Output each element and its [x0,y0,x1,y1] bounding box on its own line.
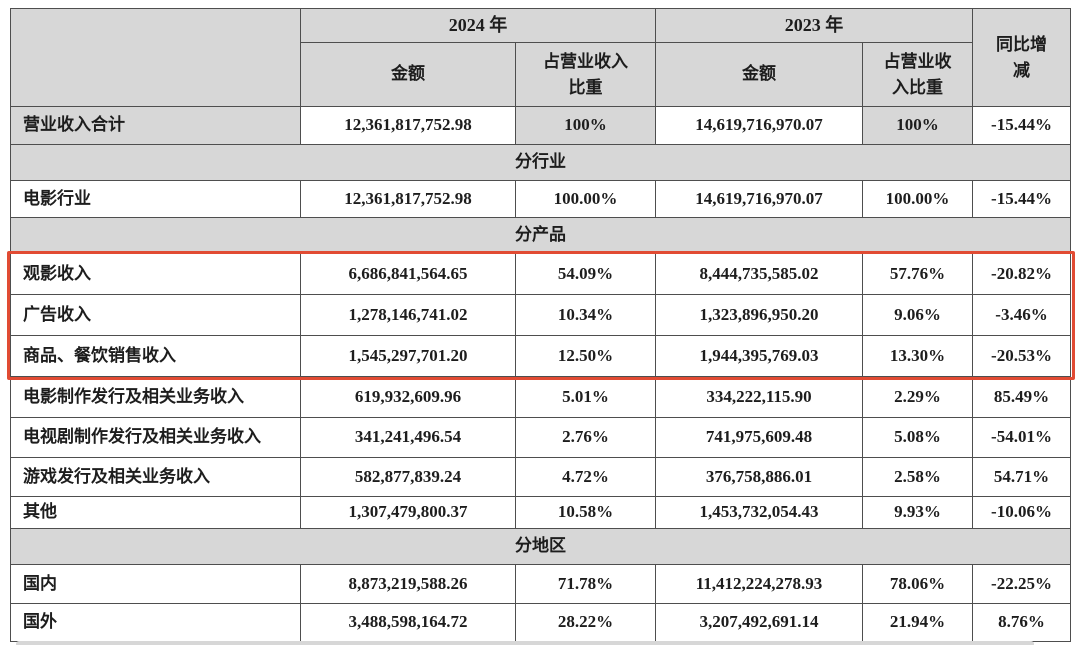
section-row-product: 分产品 [10,217,1071,254]
amount-2023-cell: 334,222,115.90 [655,376,863,418]
amount-2024-cell: 6,686,841,564.65 [300,253,516,295]
yoy-header-label: 同比增减 [995,35,1047,80]
share-2024-cell: 28.22% [515,603,656,642]
share-2023-cell: 21.94% [862,603,973,642]
share-2024-header-label: 占营业收入比重 [542,52,628,97]
share-2023-cell: 100% [862,106,973,145]
revenue-breakdown-table: 2024 年 2023 年 同比增减 金额 占营业收入比重 金额 占营业收入比重… [10,8,1071,642]
amount-2023-cell: 11,412,224,278.93 [655,564,863,604]
header-row-years: 2024 年 2023 年 同比增减 [10,8,1071,107]
share-2024-cell: 10.58% [515,496,656,529]
amount-2024-cell: 341,241,496.54 [300,417,516,458]
table-row: 游戏发行及相关业务收入 582,877,839.24 4.72% 376,758… [10,457,1071,497]
amount-2024-cell: 12,361,817,752.98 [300,180,516,218]
row-label: 其他 [10,496,301,529]
share-2023-cell: 9.93% [862,496,973,529]
share-2024-cell: 5.01% [515,376,656,418]
share-2024-cell: 100.00% [515,180,656,218]
table-row-highlighted: 观影收入 6,686,841,564.65 54.09% 8,444,735,5… [10,253,1071,295]
share-2023-cell: 5.08% [862,417,973,458]
amount-2023-cell: 3,207,492,691.14 [655,603,863,642]
yoy-cell: -15.44% [972,180,1071,218]
yoy-cell: -22.25% [972,564,1071,604]
yoy-cell: -20.53% [972,335,1071,377]
table-row: 电影制作发行及相关业务收入 619,932,609.96 5.01% 334,2… [10,376,1071,418]
yoy-cell: -15.44% [972,106,1071,145]
amount-2023-cell: 8,444,735,585.02 [655,253,863,295]
section-row-industry: 分行业 [10,144,1071,181]
table-row: 电视剧制作发行及相关业务收入 341,241,496.54 2.76% 741,… [10,417,1071,458]
cutoff-gray-band [16,641,1034,645]
table-row: 其他 1,307,479,800.37 10.58% 1,453,732,054… [10,496,1071,529]
row-label: 营业收入合计 [10,106,301,145]
table-row-highlighted: 广告收入 1,278,146,741.02 10.34% 1,323,896,9… [10,294,1071,336]
section-label: 分地区 [10,528,1071,565]
amount-2024-cell: 582,877,839.24 [300,457,516,497]
amount-2023-cell: 376,758,886.01 [655,457,863,497]
amount-2023-header: 金额 [655,42,863,107]
share-2023-cell: 100.00% [862,180,973,218]
amount-2024-cell: 12,361,817,752.98 [300,106,516,145]
yoy-cell: 85.49% [972,376,1071,418]
year-2023-header: 2023 年 [655,8,973,43]
table-row-total: 营业收入合计 12,361,817,752.98 100% 14,619,716… [10,106,1071,145]
share-2023-cell: 9.06% [862,294,973,336]
amount-2023-cell: 14,619,716,970.07 [655,106,863,145]
section-row-region: 分地区 [10,528,1071,565]
share-2024-cell: 12.50% [515,335,656,377]
table-row: 电影行业 12,361,817,752.98 100.00% 14,619,71… [10,180,1071,218]
row-label: 商品、餐饮销售收入 [10,335,301,377]
amount-2023-cell: 1,944,395,769.03 [655,335,863,377]
share-2023-cell: 2.29% [862,376,973,418]
section-label: 分产品 [10,217,1071,254]
share-2024-cell: 10.34% [515,294,656,336]
row-label: 广告收入 [10,294,301,336]
share-2024-cell: 4.72% [515,457,656,497]
yoy-cell: 54.71% [972,457,1071,497]
table-row: 国内 8,873,219,588.26 71.78% 11,412,224,27… [10,564,1071,604]
year-2024-header: 2024 年 [300,8,656,43]
amount-2024-header: 金额 [300,42,516,107]
share-2023-header-label: 占营业收入比重 [883,52,952,97]
amount-2024-cell: 1,307,479,800.37 [300,496,516,529]
table-row-highlighted: 商品、餐饮销售收入 1,545,297,701.20 12.50% 1,944,… [10,335,1071,377]
row-label: 电影制作发行及相关业务收入 [10,376,301,418]
yoy-cell: -10.06% [972,496,1071,529]
row-label: 电视剧制作发行及相关业务收入 [10,417,301,458]
header-row-measures: 金额 占营业收入比重 金额 占营业收入比重 [11,42,1071,107]
row-label: 电影行业 [10,180,301,218]
amount-2024-cell: 3,488,598,164.72 [300,603,516,642]
share-2024-cell: 100% [515,106,656,145]
share-2024-header: 占营业收入比重 [515,42,656,107]
share-2024-cell: 54.09% [515,253,656,295]
share-2024-cell: 2.76% [515,417,656,458]
amount-2024-cell: 1,278,146,741.02 [300,294,516,336]
share-2023-cell: 2.58% [862,457,973,497]
share-2023-header: 占营业收入比重 [862,42,973,107]
row-label: 国内 [10,564,301,604]
yoy-cell: -54.01% [972,417,1071,458]
yoy-cell: -3.46% [972,294,1071,336]
yoy-cell: 8.76% [972,603,1071,642]
section-label: 分行业 [10,144,1071,181]
amount-2023-cell: 1,323,896,950.20 [655,294,863,336]
row-label: 观影收入 [10,253,301,295]
amount-2023-cell: 1,453,732,054.43 [655,496,863,529]
yoy-cell: -20.82% [972,253,1071,295]
share-2023-cell: 78.06% [862,564,973,604]
amount-2023-cell: 14,619,716,970.07 [655,180,863,218]
share-2024-cell: 71.78% [515,564,656,604]
table-row: 国外 3,488,598,164.72 28.22% 3,207,492,691… [10,603,1071,642]
yoy-header: 同比增减 [972,8,1071,107]
amount-2024-cell: 8,873,219,588.26 [300,564,516,604]
share-2023-cell: 13.30% [862,335,973,377]
row-label: 国外 [10,603,301,642]
row-label: 游戏发行及相关业务收入 [10,457,301,497]
amount-2024-cell: 1,545,297,701.20 [300,335,516,377]
share-2023-cell: 57.76% [862,253,973,295]
amount-2023-cell: 741,975,609.48 [655,417,863,458]
corner-cell [10,8,301,107]
amount-2024-cell: 619,932,609.96 [300,376,516,418]
